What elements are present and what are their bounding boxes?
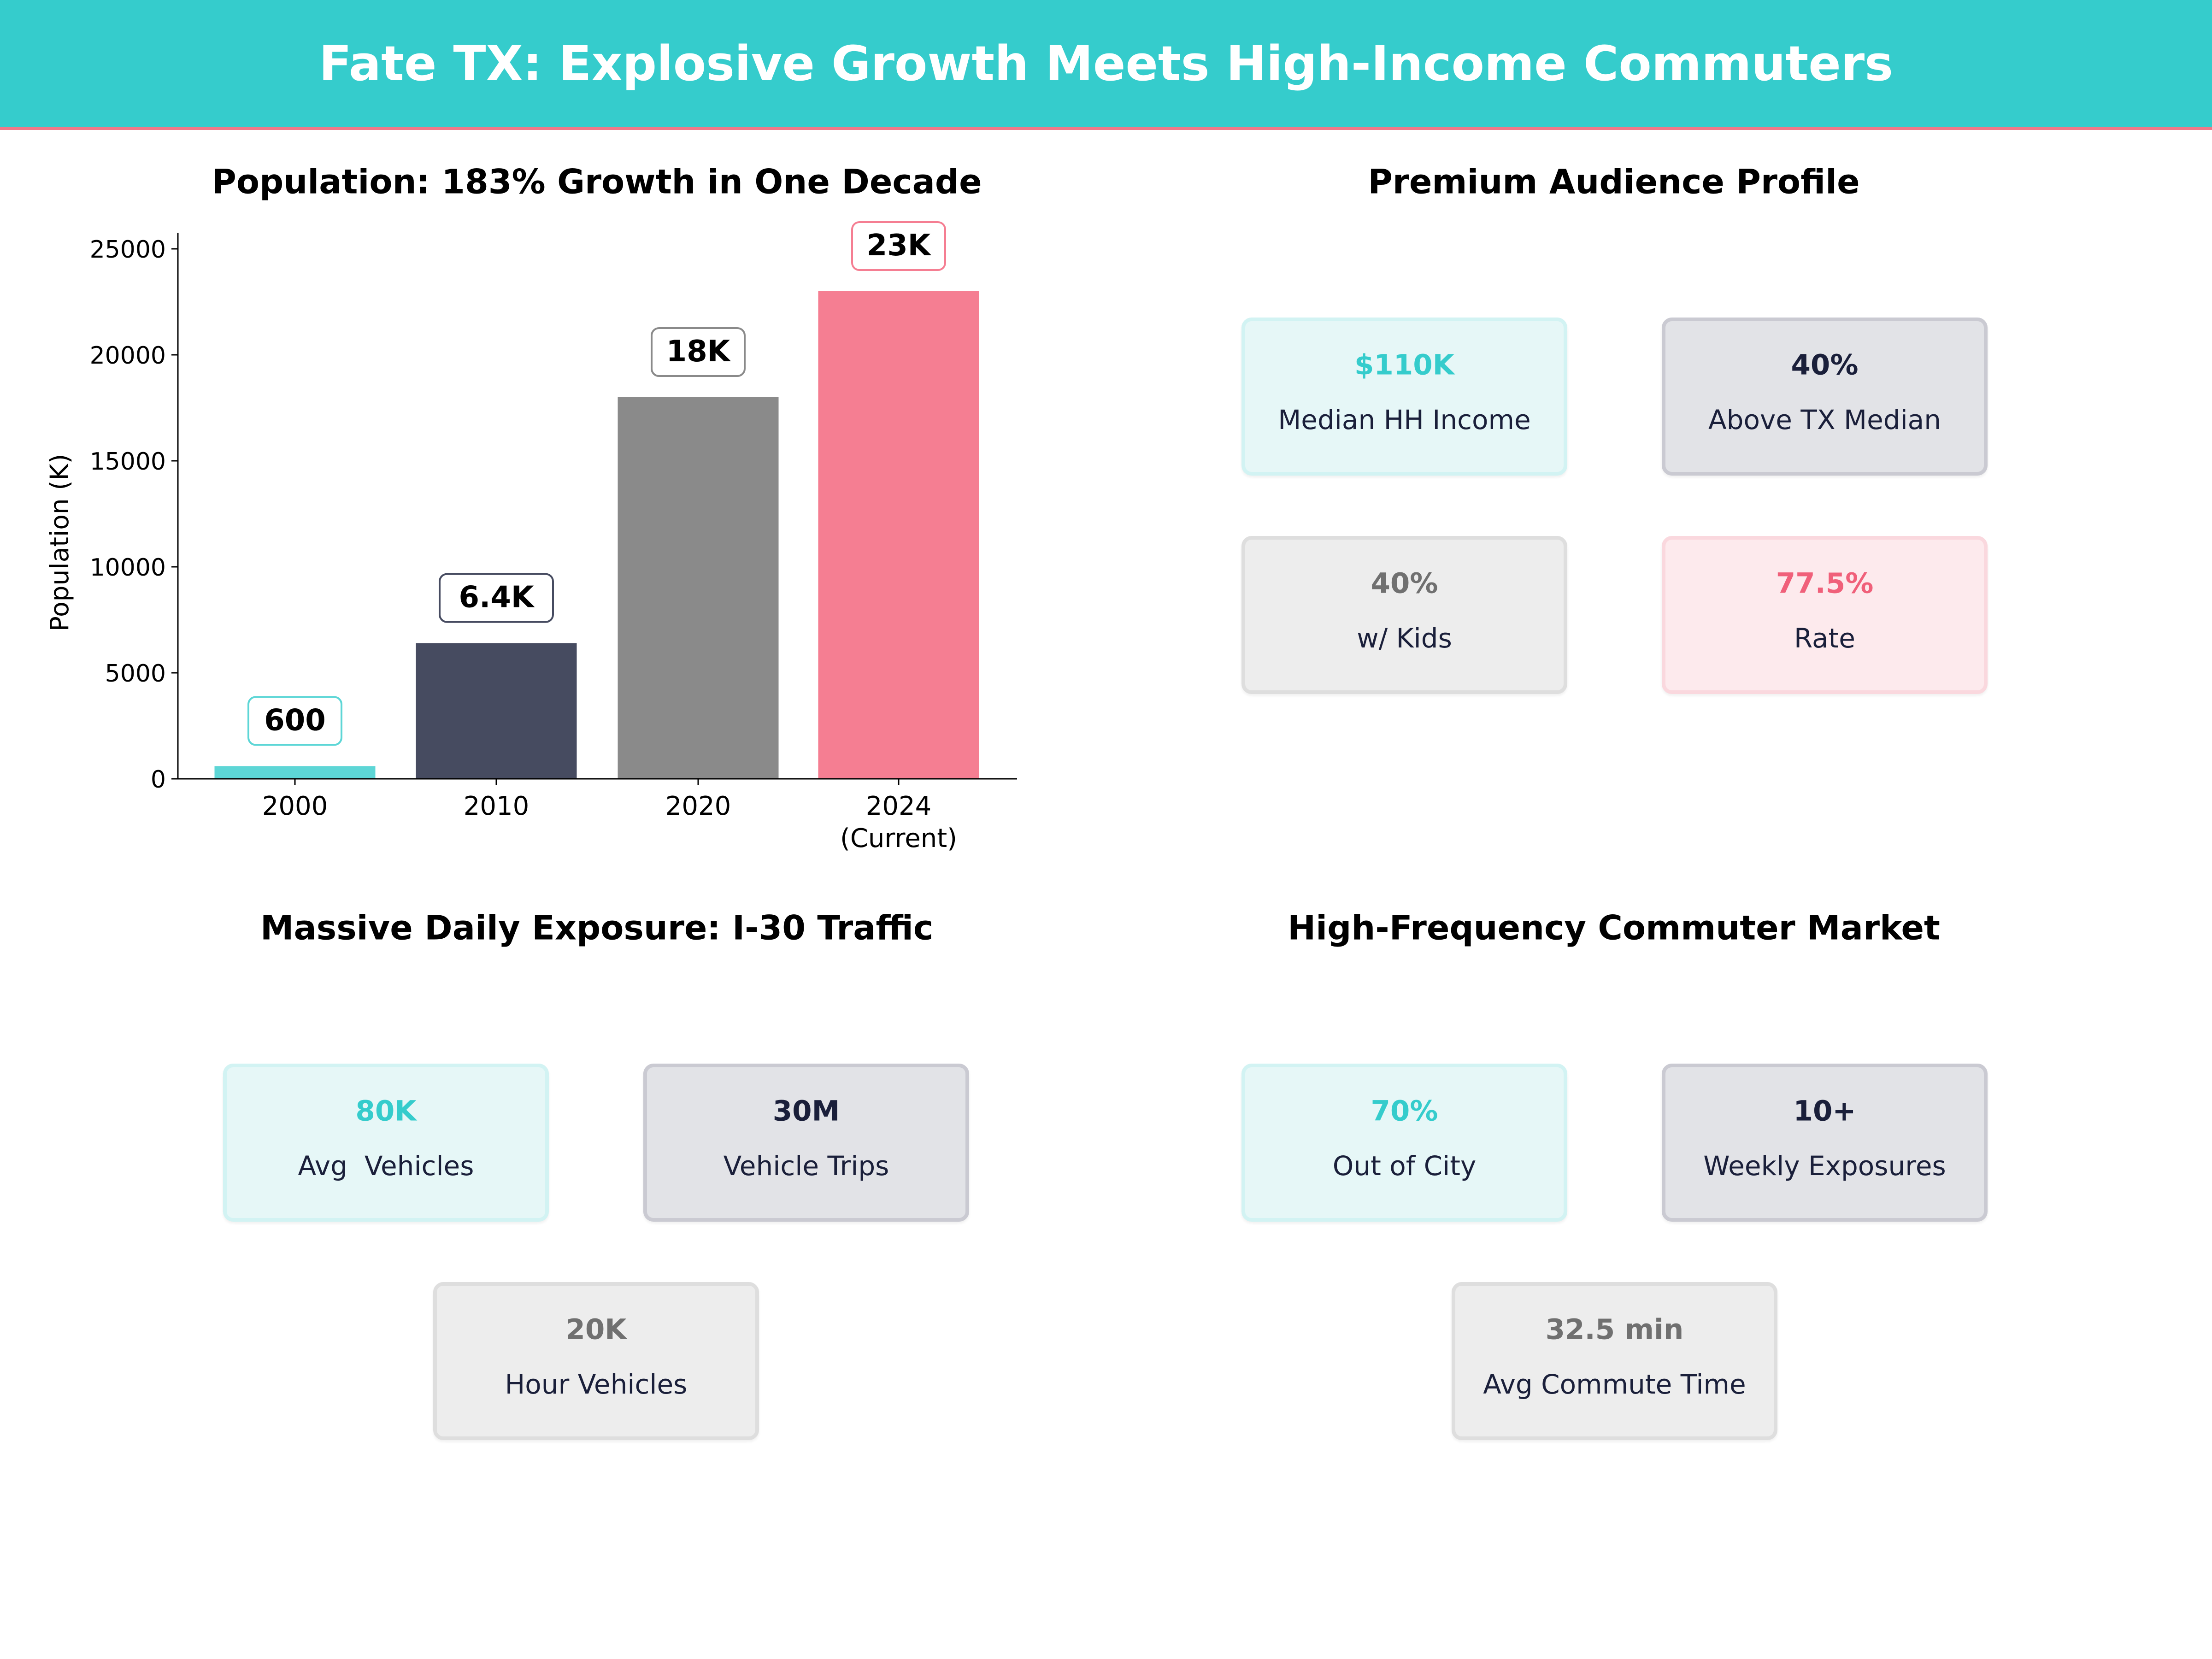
stat-card: 40% w/ Kids: [1241, 536, 1567, 694]
stat-label: Median HH Income: [1278, 404, 1531, 435]
data-label: 600: [264, 703, 326, 737]
header-banner: Fate TX: Explosive Growth Meets High-Inc…: [0, 0, 2212, 130]
stat-card: 10+ Weekly Exposures: [1662, 1064, 1988, 1222]
stat-label: Vehicle Trips: [723, 1150, 889, 1182]
stat-value: 40%: [1791, 348, 1859, 382]
stat-value: 32.5 min: [1545, 1313, 1684, 1346]
y-tick-label: 10000: [90, 554, 166, 582]
stat-value: 20K: [565, 1313, 627, 1346]
stat-label: Out of City: [1332, 1150, 1477, 1182]
y-tick-label: 25000: [90, 236, 166, 264]
y-axis-label: Population (K): [45, 454, 74, 631]
x-tick-label: 2024: [866, 791, 932, 821]
data-label: 18K: [666, 335, 731, 369]
stat-value: 30M: [772, 1094, 840, 1128]
stat-label: Rate: [1794, 623, 1855, 654]
y-tick-label: 5000: [105, 660, 166, 688]
stat-card: 77.5% Rate: [1662, 536, 1988, 694]
y-tick-label: 20000: [90, 342, 166, 370]
x-tick-label: 2010: [464, 791, 529, 821]
y-tick-label: 15000: [90, 448, 166, 476]
page-title: Fate TX: Explosive Growth Meets High-Inc…: [318, 35, 1894, 92]
stat-label: Weekly Exposures: [1703, 1150, 1946, 1182]
bar: [416, 643, 577, 779]
section-title-audience: Premium Audience Profile: [1368, 162, 1860, 202]
stat-card: 32.5 min Avg Commute Time: [1452, 1282, 1777, 1440]
stat-card: 20K Hour Vehicles: [433, 1282, 759, 1440]
data-label-box: [247, 696, 342, 746]
stat-label: Above TX Median: [1708, 404, 1941, 435]
stat-value: 40%: [1371, 567, 1438, 600]
bar: [618, 397, 779, 779]
x-tick-label: 2000: [262, 791, 328, 821]
y-tick-label: 0: [151, 766, 166, 794]
stat-label: w/ Kids: [1357, 623, 1452, 654]
stat-value: 10+: [1793, 1094, 1856, 1128]
stat-card: 40% Above TX Median: [1662, 318, 1988, 476]
data-label: 23K: [867, 229, 932, 263]
x-tick-label: 2020: [665, 791, 731, 821]
stat-label: Hour Vehicles: [505, 1369, 688, 1400]
data-label-box: [439, 573, 554, 623]
stat-card: 70% Out of City: [1241, 1064, 1567, 1222]
bar: [214, 766, 376, 779]
stat-label: Avg Vehicles: [298, 1150, 474, 1182]
stat-card: $110K Median HH Income: [1241, 318, 1567, 476]
stat-value: 77.5%: [1776, 567, 1874, 600]
stat-value: $110K: [1354, 348, 1455, 382]
data-label-box: [651, 327, 746, 377]
stat-value: 80K: [355, 1094, 417, 1128]
section-title-traffic: Massive Daily Exposure: I-30 Traffic: [260, 908, 934, 948]
data-label-box: [851, 221, 946, 271]
chart-title: Population: 183% Growth in One Decade: [212, 162, 982, 202]
bar: [818, 291, 979, 779]
stat-label: Avg Commute Time: [1483, 1369, 1746, 1400]
stat-card: 80K Avg Vehicles: [223, 1064, 549, 1222]
stat-card: 30M Vehicle Trips: [643, 1064, 969, 1222]
stat-value: 70%: [1371, 1094, 1438, 1128]
section-title-commuter: High-Frequency Commuter Market: [1288, 908, 1940, 948]
data-label: 6.4K: [459, 581, 535, 615]
x-tick-label: (Current): [840, 824, 957, 853]
